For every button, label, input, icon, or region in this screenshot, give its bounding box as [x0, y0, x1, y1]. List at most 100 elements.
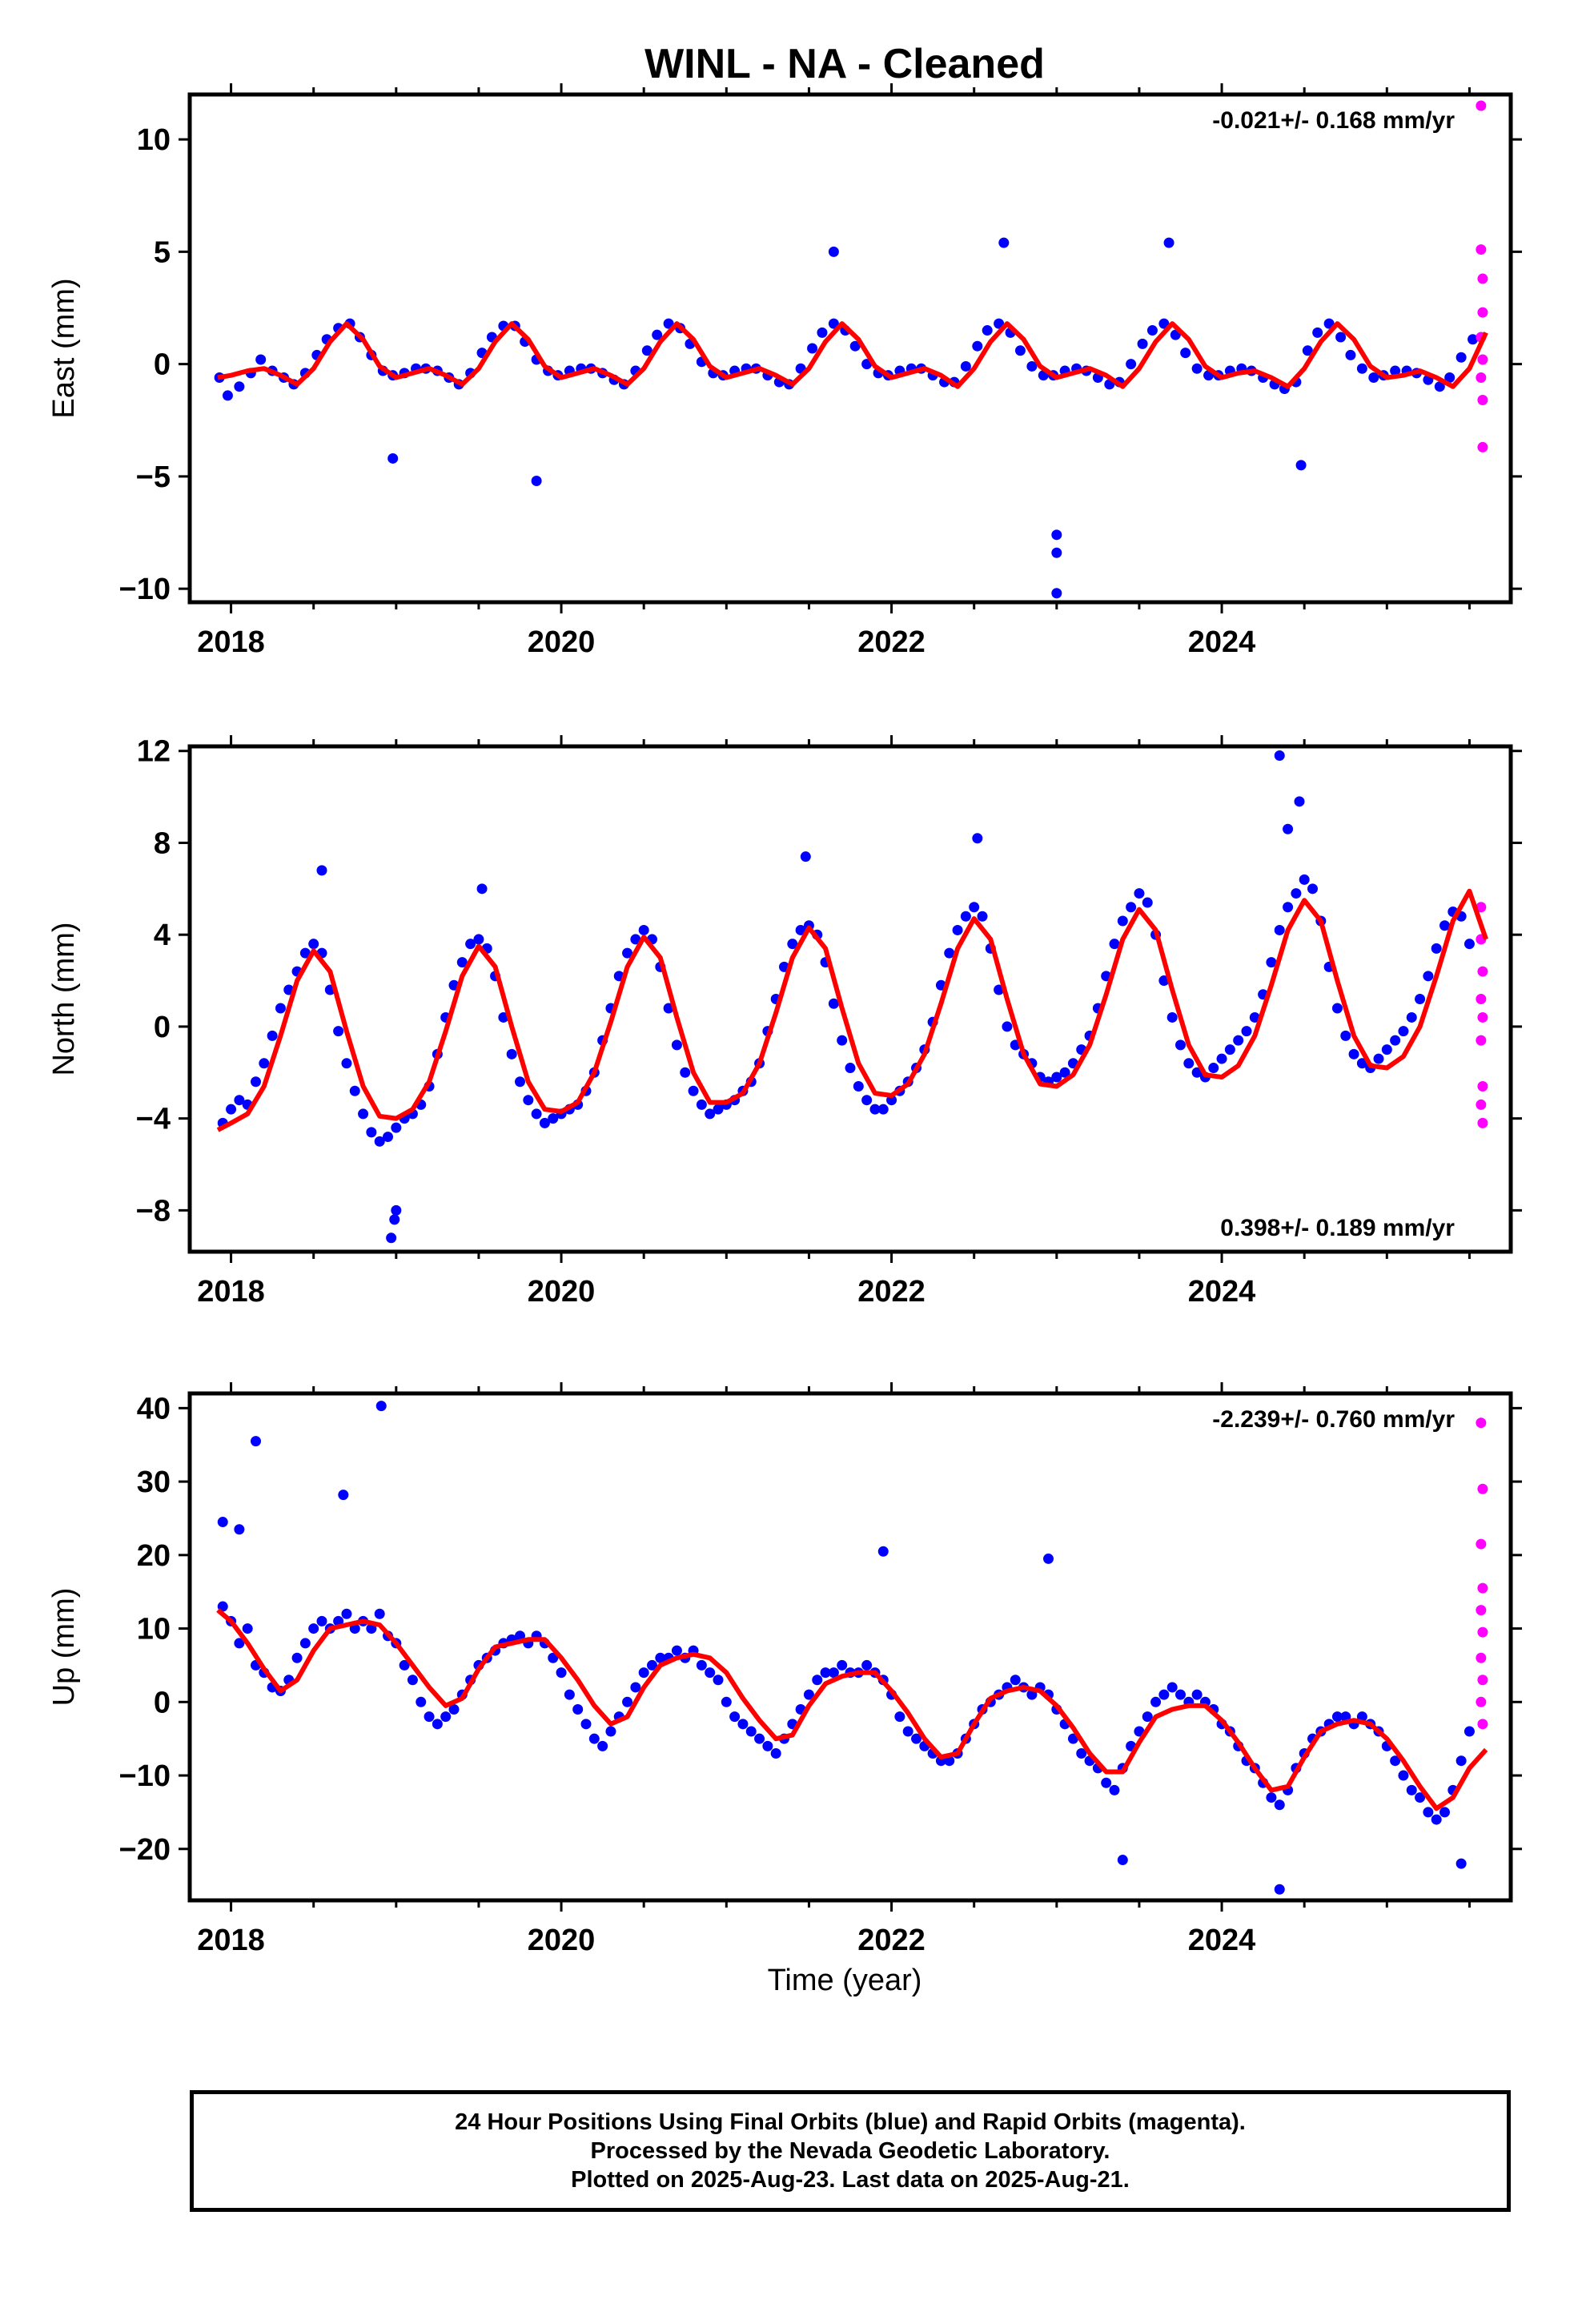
final-orbit-point — [1373, 1053, 1384, 1064]
final-orbit-point — [374, 1608, 385, 1619]
final-orbit-point — [630, 934, 641, 945]
final-orbit-point — [721, 1696, 732, 1707]
final-orbit-point — [1423, 971, 1434, 982]
footer-line-1: 24 Hour Positions Using Final Orbits (bl… — [455, 2109, 1246, 2135]
final-orbit-point — [1434, 381, 1445, 392]
final-orbit-point — [800, 851, 811, 862]
rapid-orbit-point — [1476, 100, 1487, 111]
final-orbit-point — [770, 1748, 781, 1759]
panel-3: −20 −10 0 10 20 30 40 2018 2020 2022 2024 Up (mm) -2… — [47, 1382, 1522, 1957]
rapid-orbit-point — [1477, 1675, 1488, 1686]
final-orbit-point — [358, 1108, 369, 1120]
final-orbit-point — [251, 1076, 261, 1088]
final-orbit-point — [1249, 1011, 1260, 1023]
final-orbit-point — [713, 1675, 724, 1686]
final-orbit-point — [960, 911, 971, 922]
final-orbit-point — [737, 1719, 749, 1730]
rapid-orbit-point — [1476, 244, 1487, 255]
final-orbit-point — [1415, 1792, 1426, 1803]
final-orbit-point — [1142, 1711, 1153, 1723]
final-orbit-point — [1191, 1689, 1203, 1700]
final-orbit-point — [894, 1711, 905, 1723]
final-orbit-point — [849, 340, 861, 352]
final-orbit-point — [473, 934, 484, 945]
final-orbit-point — [1274, 1884, 1285, 1895]
rapid-orbit-point — [1476, 372, 1487, 383]
final-orbit-point — [1266, 957, 1277, 968]
y-tick-label: −5 — [136, 460, 171, 494]
final-orbit-point — [1406, 1784, 1417, 1795]
final-orbit-point — [291, 1652, 303, 1663]
final-orbit-point — [299, 1638, 311, 1649]
final-orbit-point — [391, 1204, 402, 1216]
y-tick-label: 30 — [137, 1466, 171, 1499]
final-orbit-point — [1456, 352, 1467, 363]
rapid-orbit-point — [1477, 395, 1488, 406]
final-orbit-point — [977, 911, 988, 922]
final-orbit-point — [1431, 943, 1442, 954]
final-orbit-point — [242, 1623, 253, 1634]
final-orbit-point — [341, 1608, 352, 1619]
rapid-orbit-point — [1476, 1099, 1487, 1110]
final-orbit-point — [1294, 796, 1305, 807]
final-orbit-point — [1312, 327, 1323, 338]
final-orbit-point — [969, 902, 980, 913]
final-orbit-point — [688, 1085, 699, 1096]
final-orbit-point — [383, 1132, 393, 1143]
final-orbit-point — [972, 340, 983, 352]
rapid-orbit-point — [1477, 1483, 1488, 1494]
final-orbit-point — [812, 1675, 823, 1686]
final-orbit-point — [1381, 1044, 1392, 1055]
final-orbit-point — [580, 1719, 592, 1730]
y-axis-label: North (mm) — [47, 922, 81, 1076]
rapid-orbit-point — [1476, 994, 1487, 1004]
final-orbit-point — [548, 1652, 559, 1663]
final-orbit-point — [877, 1546, 889, 1557]
final-orbit-point — [1274, 924, 1285, 935]
rapid-orbit-point — [1477, 273, 1488, 284]
final-orbit-point — [705, 1108, 716, 1120]
final-orbit-point — [972, 833, 983, 844]
final-orbit-point — [1146, 325, 1158, 336]
final-orbit-point — [605, 1726, 616, 1737]
x-tick-label: 2020 — [528, 1275, 596, 1309]
final-orbit-point — [299, 947, 311, 959]
final-orbit-point — [1331, 1711, 1343, 1723]
final-orbit-point — [869, 1104, 881, 1115]
final-orbit-point — [803, 1689, 814, 1700]
final-orbit-point — [556, 1667, 567, 1679]
final-orbit-point — [853, 1080, 864, 1092]
x-tick-label: 2024 — [1188, 1924, 1256, 1957]
final-orbit-point — [1390, 1755, 1401, 1767]
final-orbit-point — [1051, 588, 1062, 599]
final-orbit-point — [564, 1689, 575, 1700]
final-orbit-point — [476, 883, 488, 895]
final-orbit-point — [745, 1726, 757, 1737]
final-orbit-point — [338, 1490, 349, 1501]
final-orbit-point — [424, 1711, 435, 1723]
y-tick-label: 8 — [154, 826, 171, 860]
final-orbit-point — [647, 1659, 657, 1671]
x-axis-label: Time (year) — [768, 1964, 922, 1997]
y-tick-label: 4 — [154, 919, 171, 952]
final-orbit-point — [1390, 365, 1401, 376]
final-orbit-point — [366, 1127, 377, 1138]
footer-line-2: Processed by the Nevada Geodetic Laborat… — [590, 2138, 1110, 2164]
final-orbit-point — [222, 390, 233, 401]
final-orbit-point — [1158, 1689, 1170, 1700]
rapid-orbit-point — [1476, 1652, 1487, 1663]
final-orbit-point — [902, 1726, 913, 1737]
final-orbit-point — [1137, 338, 1148, 349]
rapid-orbit-point — [1477, 1011, 1488, 1023]
final-orbit-point — [1398, 1026, 1409, 1037]
final-orbit-point — [837, 1659, 848, 1671]
final-orbit-point — [308, 939, 319, 950]
rapid-orbit-point — [1476, 1538, 1487, 1550]
rapid-orbit-point — [1476, 1605, 1487, 1616]
final-orbit-point — [729, 1711, 741, 1723]
final-orbit-point — [982, 325, 993, 336]
final-orbit-point — [1335, 332, 1347, 343]
rapid-orbit-point — [1477, 307, 1488, 318]
final-orbit-point — [1456, 1858, 1467, 1869]
final-orbit-point — [652, 329, 663, 340]
